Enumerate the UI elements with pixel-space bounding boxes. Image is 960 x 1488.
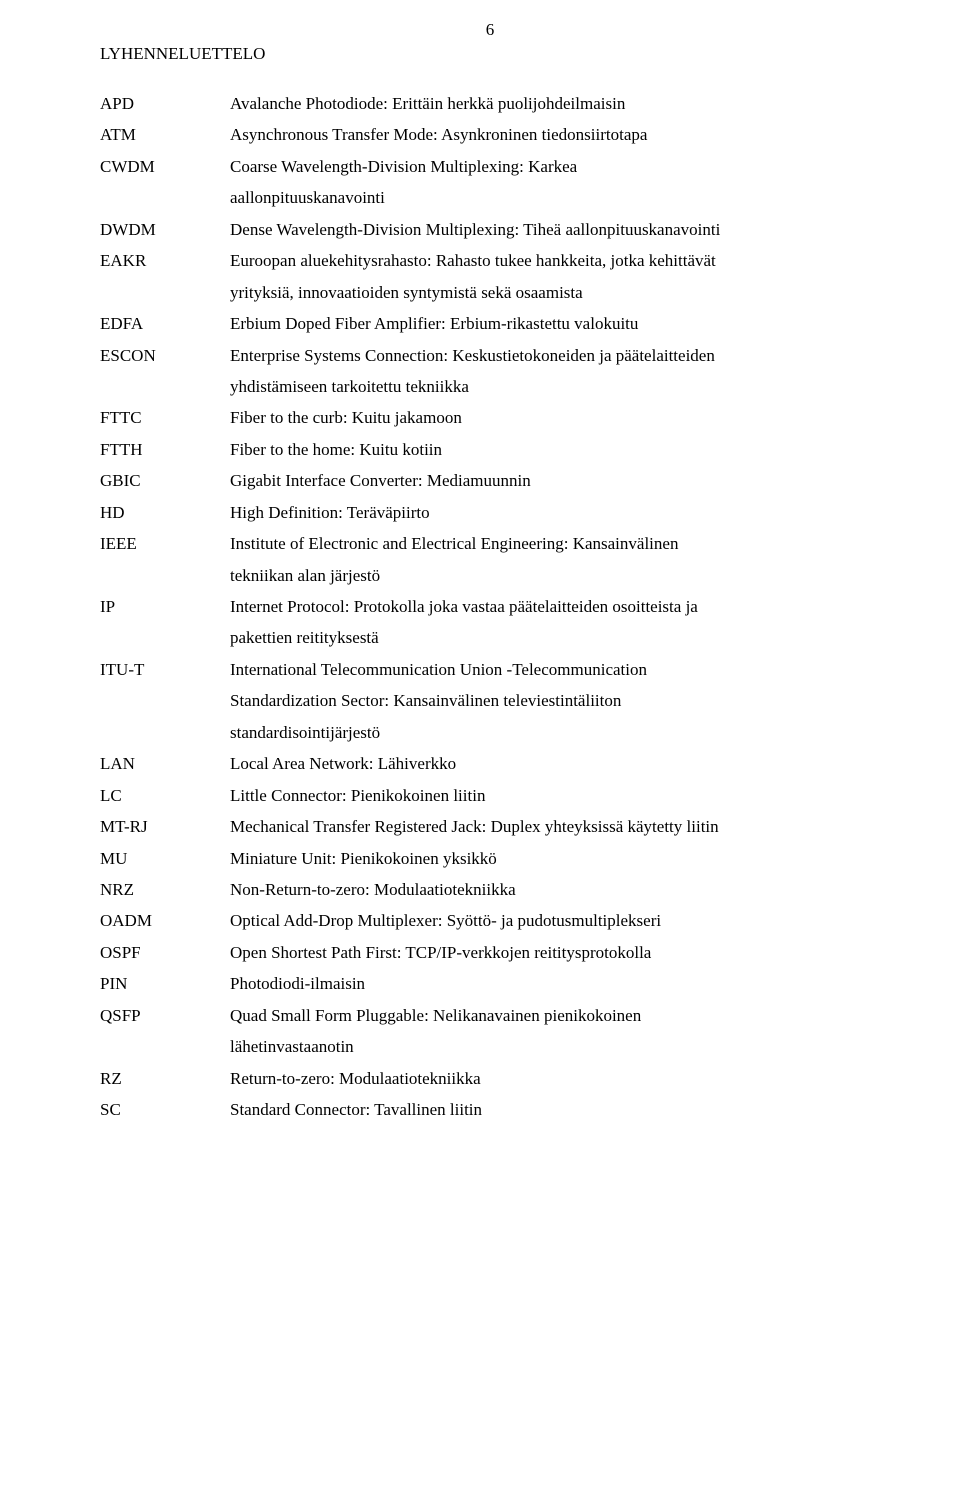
abbreviation-term: SC (100, 1094, 230, 1125)
abbreviation-entry: ESCONEnterprise Systems Connection: Kesk… (100, 340, 880, 371)
abbreviation-entry: PINPhotodiodi-ilmaisin (100, 968, 880, 999)
abbreviation-term: IEEE (100, 528, 230, 559)
abbreviation-entry: NRZNon-Return-to-zero: Modulaatiotekniik… (100, 874, 880, 905)
abbreviation-term: RZ (100, 1063, 230, 1094)
abbreviation-definition: International Telecommunication Union -T… (230, 654, 880, 685)
abbreviation-definition: Erbium Doped Fiber Amplifier: Erbium-rik… (230, 308, 880, 339)
abbreviation-term: LC (100, 780, 230, 811)
abbreviation-definition: Asynchronous Transfer Mode: Asynkroninen… (230, 119, 880, 150)
abbreviation-entry: OADMOptical Add-Drop Multiplexer: Syöttö… (100, 905, 880, 936)
abbreviation-definition: Institute of Electronic and Electrical E… (230, 528, 880, 559)
abbreviation-term: OADM (100, 905, 230, 936)
abbreviation-entry: EAKREuroopan aluekehitysrahasto: Rahasto… (100, 245, 880, 276)
abbreviation-term: NRZ (100, 874, 230, 905)
abbreviation-definition-continuation: lähetinvastaanotin (230, 1031, 880, 1062)
abbreviation-definition-continuation: pakettien reitityksestä (230, 622, 880, 653)
abbreviation-entry: GBICGigabit Interface Converter: Mediamu… (100, 465, 880, 496)
abbreviation-definition: Avalanche Photodiode: Erittäin herkkä pu… (230, 88, 880, 119)
abbreviation-entry: MT-RJMechanical Transfer Registered Jack… (100, 811, 880, 842)
document-page: 6 LYHENNELUETTELO APDAvalanche Photodiod… (0, 0, 960, 1165)
abbreviation-entry: ITU-TInternational Telecommunication Uni… (100, 654, 880, 685)
abbreviation-definition: Open Shortest Path First: TCP/IP-verkkoj… (230, 937, 880, 968)
abbreviation-entry: HDHigh Definition: Teräväpiirto (100, 497, 880, 528)
abbreviation-definition: Local Area Network: Lähiverkko (230, 748, 880, 779)
abbreviation-term: EAKR (100, 245, 230, 276)
abbreviation-term: PIN (100, 968, 230, 999)
abbreviation-term: GBIC (100, 465, 230, 496)
abbreviation-definition: Mechanical Transfer Registered Jack: Dup… (230, 811, 880, 842)
abbreviation-term: ESCON (100, 340, 230, 371)
abbreviation-term: FTTC (100, 402, 230, 433)
abbreviation-entry: EDFAErbium Doped Fiber Amplifier: Erbium… (100, 308, 880, 339)
abbreviation-term: APD (100, 88, 230, 119)
abbreviation-definition: Standard Connector: Tavallinen liitin (230, 1094, 880, 1125)
abbreviation-definition: Coarse Wavelength-Division Multiplexing:… (230, 151, 880, 182)
abbreviation-definition: High Definition: Teräväpiirto (230, 497, 880, 528)
abbreviation-definition: Internet Protocol: Protokolla joka vasta… (230, 591, 880, 622)
abbreviation-definition-continuation: standardisointijärjestö (230, 717, 880, 748)
abbreviation-entry: FTTCFiber to the curb: Kuitu jakamoon (100, 402, 880, 433)
abbreviation-term: ATM (100, 119, 230, 150)
abbreviation-entry: FTTHFiber to the home: Kuitu kotiin (100, 434, 880, 465)
abbreviation-list: APDAvalanche Photodiode: Erittäin herkkä… (100, 88, 880, 1125)
abbreviation-term: DWDM (100, 214, 230, 245)
abbreviation-definition-continuation: aallonpituuskanavointi (230, 182, 880, 213)
abbreviation-term: CWDM (100, 151, 230, 182)
abbreviation-definition: Optical Add-Drop Multiplexer: Syöttö- ja… (230, 905, 880, 936)
abbreviation-term: HD (100, 497, 230, 528)
abbreviation-entry: QSFPQuad Small Form Pluggable: Nelikanav… (100, 1000, 880, 1031)
page-number: 6 (100, 20, 880, 40)
abbreviation-entry: DWDMDense Wavelength-Division Multiplexi… (100, 214, 880, 245)
abbreviation-definition: Euroopan aluekehitysrahasto: Rahasto tuk… (230, 245, 880, 276)
abbreviation-entry: IEEEInstitute of Electronic and Electric… (100, 528, 880, 559)
abbreviation-term: EDFA (100, 308, 230, 339)
abbreviation-term: ITU-T (100, 654, 230, 685)
abbreviation-definition: Quad Small Form Pluggable: Nelikanavaine… (230, 1000, 880, 1031)
abbreviation-definition: Return-to-zero: Modulaatiotekniikka (230, 1063, 880, 1094)
abbreviation-term: MU (100, 843, 230, 874)
abbreviation-definition: Dense Wavelength-Division Multiplexing: … (230, 214, 880, 245)
abbreviation-entry: IPInternet Protocol: Protokolla joka vas… (100, 591, 880, 622)
abbreviation-term: FTTH (100, 434, 230, 465)
abbreviation-term: OSPF (100, 937, 230, 968)
abbreviation-term: MT-RJ (100, 811, 230, 842)
abbreviation-definition: Miniature Unit: Pienikokoinen yksikkö (230, 843, 880, 874)
abbreviation-term: IP (100, 591, 230, 622)
abbreviation-entry: MUMiniature Unit: Pienikokoinen yksikkö (100, 843, 880, 874)
abbreviation-definition: Fiber to the home: Kuitu kotiin (230, 434, 880, 465)
abbreviation-definition: Gigabit Interface Converter: Mediamuunni… (230, 465, 880, 496)
abbreviation-term: LAN (100, 748, 230, 779)
abbreviation-entry: RZReturn-to-zero: Modulaatiotekniikka (100, 1063, 880, 1094)
abbreviation-entry: CWDMCoarse Wavelength-Division Multiplex… (100, 151, 880, 182)
abbreviation-definition: Fiber to the curb: Kuitu jakamoon (230, 402, 880, 433)
abbreviation-definition-continuation: yhdistämiseen tarkoitettu tekniikka (230, 371, 880, 402)
section-title: LYHENNELUETTELO (100, 44, 880, 64)
abbreviation-term: QSFP (100, 1000, 230, 1031)
abbreviation-entry: APDAvalanche Photodiode: Erittäin herkkä… (100, 88, 880, 119)
abbreviation-definition: Enterprise Systems Connection: Keskustie… (230, 340, 880, 371)
abbreviation-entry: LCLittle Connector: Pienikokoinen liitin (100, 780, 880, 811)
abbreviation-entry: ATMAsynchronous Transfer Mode: Asynkroni… (100, 119, 880, 150)
abbreviation-entry: SCStandard Connector: Tavallinen liitin (100, 1094, 880, 1125)
abbreviation-entry: LANLocal Area Network: Lähiverkko (100, 748, 880, 779)
abbreviation-definition-continuation: Standardization Sector: Kansainvälinen t… (230, 685, 880, 716)
abbreviation-definition-continuation: yrityksiä, innovaatioiden syntymistä sek… (230, 277, 880, 308)
abbreviation-definition: Little Connector: Pienikokoinen liitin (230, 780, 880, 811)
abbreviation-definition: Photodiodi-ilmaisin (230, 968, 880, 999)
abbreviation-entry: OSPFOpen Shortest Path First: TCP/IP-ver… (100, 937, 880, 968)
abbreviation-definition: Non-Return-to-zero: Modulaatiotekniikka (230, 874, 880, 905)
abbreviation-definition-continuation: tekniikan alan järjestö (230, 560, 880, 591)
